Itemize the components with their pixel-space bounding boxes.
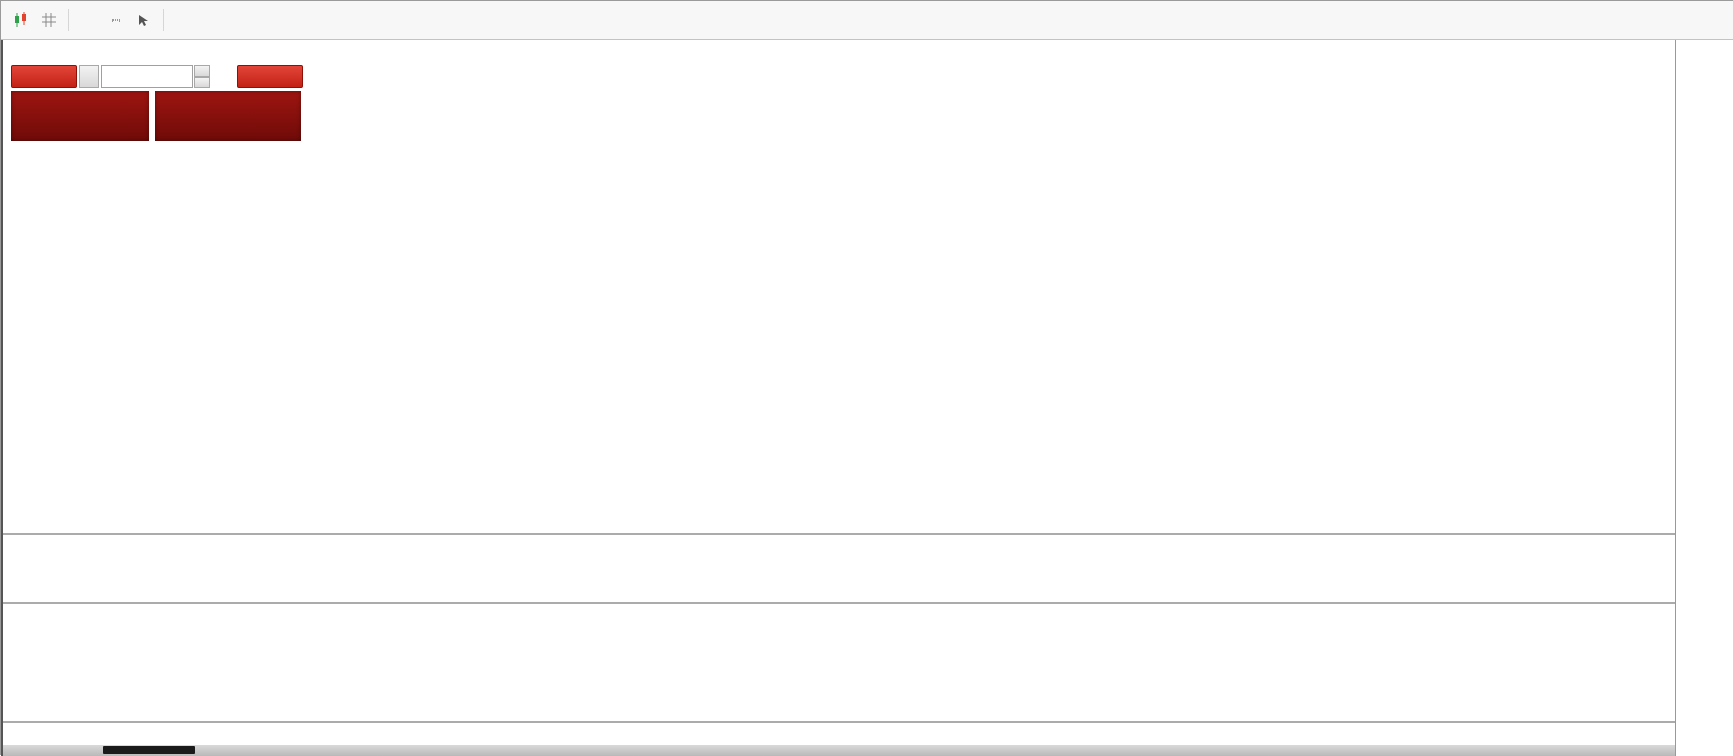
toolbar-separator	[163, 9, 164, 31]
spinner-down-icon[interactable]	[194, 76, 210, 88]
window-bottom-strip	[3, 745, 1733, 756]
rsi-pane[interactable]	[3, 604, 1675, 721]
toolbar	[1, 1, 1733, 40]
label-tool-icon[interactable]	[102, 6, 130, 34]
spinner-up-icon[interactable]	[194, 65, 210, 77]
label-tool-label	[112, 19, 120, 21]
pane-divider	[3, 721, 1733, 723]
sell-price-display[interactable]	[11, 91, 149, 141]
candlestick-chart-icon[interactable]	[7, 6, 35, 34]
macd-pane[interactable]	[3, 535, 1675, 602]
pane-resize-handle[interactable]	[3, 602, 1733, 604]
scrollbar-thumb[interactable]	[103, 746, 195, 754]
grid-icon[interactable]	[35, 6, 63, 34]
chart-area	[1, 40, 1733, 756]
volume-dropdown-button[interactable]	[79, 65, 99, 88]
volume-spinner[interactable]	[194, 65, 210, 88]
time-axis[interactable]	[3, 723, 1675, 743]
sell-button[interactable]	[11, 65, 77, 88]
symbol-header	[13, 44, 16, 58]
pane-resize-handle[interactable]	[3, 533, 1733, 535]
price-axis[interactable]	[1675, 40, 1733, 756]
cursor-tool-icon[interactable]	[130, 6, 158, 34]
text-tool-icon[interactable]	[74, 6, 102, 34]
buy-price-display[interactable]	[155, 91, 301, 141]
volume-input[interactable]	[101, 65, 193, 88]
buy-button[interactable]	[237, 65, 303, 88]
toolbar-separator	[68, 9, 69, 31]
one-click-trading-panel	[11, 65, 303, 141]
